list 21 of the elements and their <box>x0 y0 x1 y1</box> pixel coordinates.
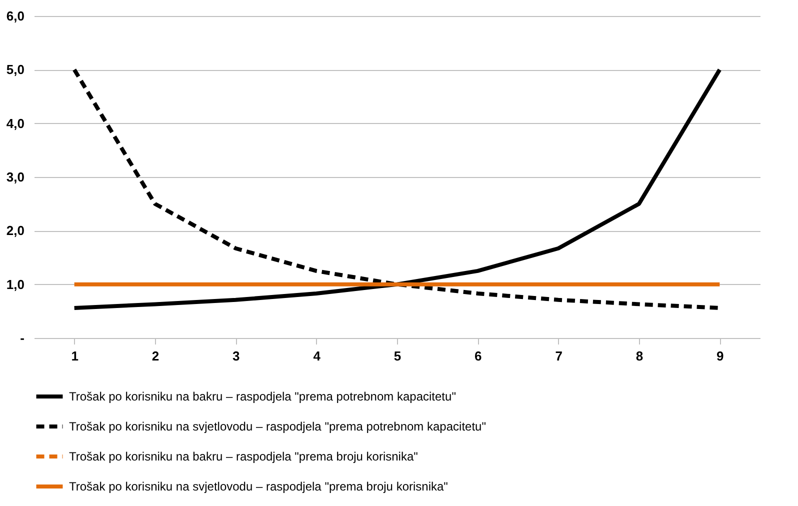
y-tick-label: 4,0 <box>6 116 24 131</box>
y-tick-label: 2,0 <box>6 223 24 238</box>
x-tick-label: 2 <box>152 348 160 364</box>
line-series <box>72 68 722 310</box>
legend-label: Trošak po korisniku na svjetlovodu – raspodjela "prema broju korisnika" <box>69 480 448 494</box>
y-tick-label: 6,0 <box>6 8 24 24</box>
x-tick-label: 4 <box>313 348 322 364</box>
legend-label: Trošak po korisniku na bakru – raspodjela "prema potrebnom kapacitetu" <box>69 390 456 404</box>
legend-label: Trošak po korisniku na bakru – raspodjela "prema broju korisnika" <box>69 450 418 464</box>
x-tick-label: 6 <box>474 348 482 364</box>
x-tick-label: 3 <box>232 348 240 364</box>
x-tick-label: 1 <box>71 348 78 364</box>
x-tick-label: 8 <box>636 348 644 364</box>
y-tick-label: - <box>20 330 24 346</box>
x-tick-label: 7 <box>555 348 562 364</box>
y-tick-label: 5,0 <box>6 62 24 78</box>
x-tick-label: 9 <box>716 348 724 364</box>
y-tick-label: 3,0 <box>6 170 24 184</box>
y-tick-label: 1,0 <box>6 276 24 292</box>
x-tick-label: 5 <box>394 348 402 364</box>
legend-label: Trošak po korisniku na svjetlovodu – raspodjela "prema potrebnom kapacitetu" <box>69 420 486 434</box>
